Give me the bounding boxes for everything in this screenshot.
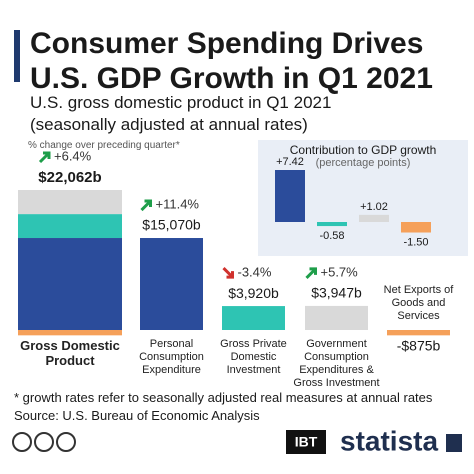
category-label: Government Consumption Expenditures & Gr… [293,338,380,389]
note: % change over preceding quarter* [28,140,180,151]
value-label: $3,947b [311,285,362,301]
source: Source: U.S. Bureau of Economic Analysis [14,408,260,423]
inset-bar [275,170,305,222]
inset-value-label: +7.42 [276,156,304,168]
stack-segment [18,330,122,336]
stack-segment [18,190,122,215]
cc-icons [12,432,76,452]
growth-arrow [222,267,234,279]
inset-value-label: -0.58 [319,230,344,242]
bar [387,330,450,336]
inset-subtitle: (percentage points) [315,157,411,169]
category-label: Net Exports of Goods and Services [383,284,454,322]
ibt-logo: IBT [295,434,318,450]
inset-bar [401,222,431,233]
bar [305,305,368,330]
inset-title: Contribution to GDP growth [289,143,437,157]
bar [222,306,285,330]
subtitle: U.S. gross domestic product in Q1 2021 (… [30,93,332,134]
inset-value-label: +1.02 [360,201,388,213]
growth-label: +11.4% [156,196,200,211]
stack-segment [18,238,122,330]
value-label: $3,920b [228,285,279,301]
inset-value-label: -1.50 [403,236,428,248]
value-label: $15,070b [142,217,201,233]
growth-arrow [305,267,317,279]
footnote: * growth rates refer to seasonally adjus… [14,390,433,405]
category-label: Gross Private Domestic Investment [220,338,287,376]
growth-arrow [38,151,51,164]
growth-label: -3.4% [238,265,272,280]
stack-segment [18,214,122,239]
growth-label: +5.7% [321,264,359,279]
category-label: Gross Domestic Product [20,338,120,368]
ibt-box [286,430,326,454]
statista-icon [446,434,462,452]
value-label: $22,062b [38,169,101,186]
growth-arrow [140,199,152,212]
title: Consumer Spending Drives U.S. GDP Growth… [30,27,433,95]
accent-bar [14,30,20,82]
bar [140,238,203,330]
value-label: -$875b [397,338,441,354]
category-label: Personal Consumption Expenditure [139,338,204,376]
inset-bar [317,222,347,227]
growth-label: +6.4% [54,148,92,163]
inset-bar [359,214,389,222]
statista-logo: statista [340,425,438,456]
